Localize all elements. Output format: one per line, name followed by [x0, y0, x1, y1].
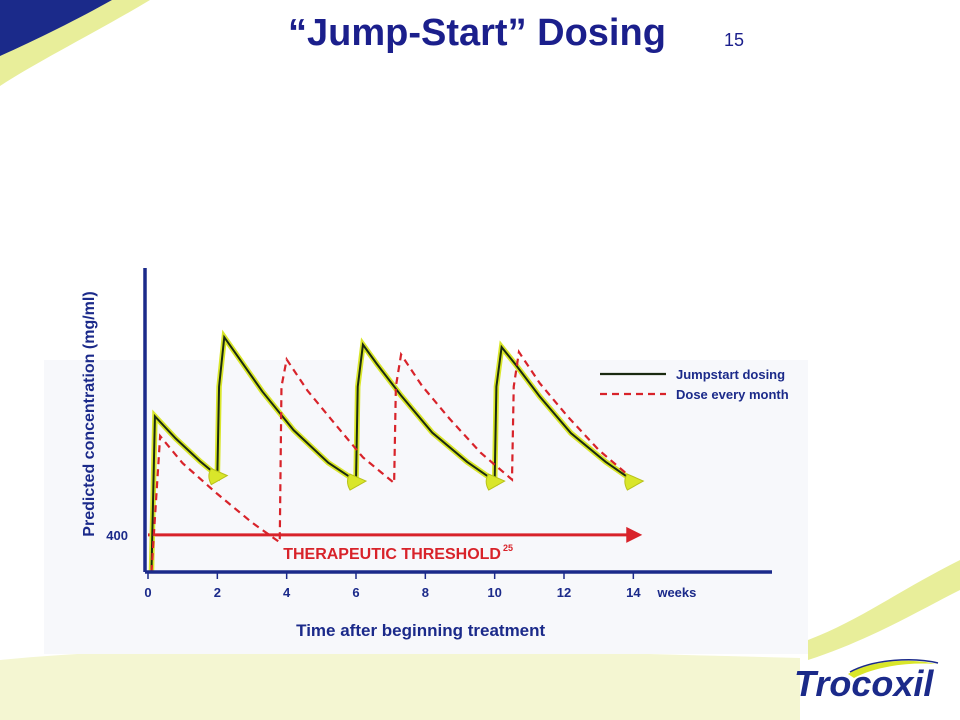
series-group — [148, 329, 635, 573]
labels-group: Time after beginning treatment Predicted … — [81, 291, 546, 640]
logo-wordmark: Trocoxil — [794, 663, 934, 704]
x-tick-label-10: 10 — [487, 585, 501, 600]
x-axis-unit: weeks — [656, 585, 696, 600]
dose-marker-1 — [347, 473, 368, 491]
threshold-label: THERAPEUTIC THRESHOLD — [283, 546, 501, 563]
trocoxil-logo: Trocoxil — [794, 659, 939, 704]
x-tick-label-12: 12 — [557, 585, 571, 600]
slide-title: “Jump-Start” Dosing — [288, 12, 666, 54]
title-reference-number: 15 — [724, 30, 745, 50]
x-tick-label-2: 2 — [214, 585, 221, 600]
bottom-yellow-swoosh — [0, 648, 800, 720]
markers-group — [208, 467, 645, 491]
x-tick-label-6: 6 — [352, 585, 359, 600]
chart-background — [44, 360, 808, 654]
right-yellow-swoosh — [808, 560, 960, 660]
x-tick-label-0: 0 — [144, 585, 151, 600]
dose-marker-3 — [624, 473, 645, 491]
y-tick-label-400: 400 — [106, 528, 128, 543]
axes-group — [143, 268, 772, 574]
x-tick-label-8: 8 — [422, 585, 429, 600]
threshold-group: THERAPEUTIC THRESHOLD 25 — [148, 526, 643, 563]
x-tick-label-4: 4 — [283, 585, 291, 600]
top-left-blue-swoosh — [0, 0, 112, 56]
x-tick-label-14: 14 — [626, 585, 641, 600]
threshold-reference-number: 25 — [503, 543, 513, 553]
legend-label-dose-every-month: Dose every month — [676, 387, 789, 402]
concentration-chart: THERAPEUTIC THRESHOLD 25 0 2 4 6 8 10 12 14 weeks… — [44, 268, 808, 654]
threshold-arrowhead — [626, 526, 643, 543]
dose-marker-0 — [208, 467, 229, 486]
x-axis-title: Time after beginning treatment — [296, 621, 545, 640]
dose-marker-2 — [485, 473, 506, 491]
chart-area: THERAPEUTIC THRESHOLD 25 0 2 4 6 8 10 12 14 weeks… — [44, 250, 808, 654]
logo-swoosh-icon — [848, 660, 936, 678]
series-line-dose-every-month — [150, 349, 635, 573]
logo-swoosh-outline-icon — [849, 659, 939, 673]
legend-label-jumpstart: Jumpstart dosing — [676, 367, 785, 382]
series-line-jumpstart — [150, 334, 634, 573]
ticks-group: 0 2 4 6 8 10 12 14 weeks 400 — [106, 528, 696, 600]
legend-group: Jumpstart dosing Dose every month — [600, 367, 789, 402]
y-axis-title: Predicted concentration (mg/ml) — [81, 291, 98, 536]
